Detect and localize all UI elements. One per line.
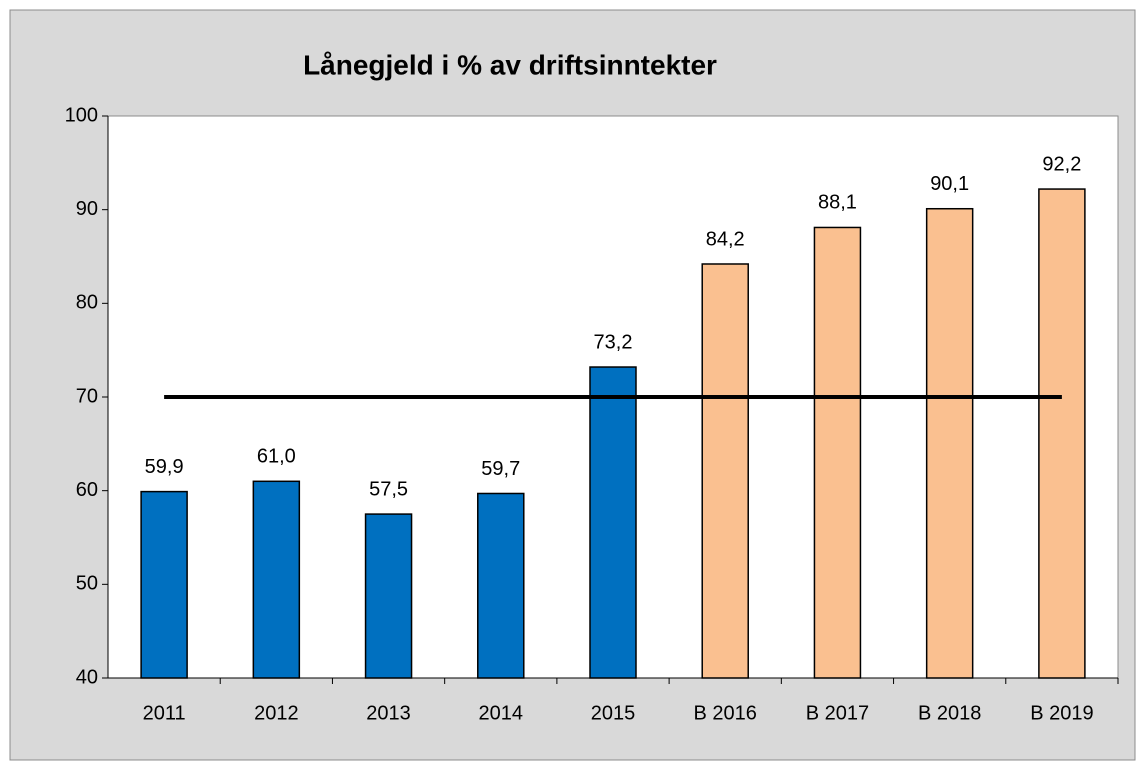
x-tick-label: 2011 [143,702,186,724]
bar [364,513,413,679]
bar [140,490,188,679]
y-tick-label: 40 [76,666,98,688]
bar [813,226,862,679]
bar [477,492,525,679]
x-tick-label: B 2016 [694,702,757,724]
bar [252,480,301,679]
y-tick-label: 90 [76,198,98,220]
x-tick-label: 2012 [254,702,299,724]
data-label: 59,7 [481,458,520,480]
data-label: 61,0 [257,446,296,468]
bar [701,263,749,679]
y-tick-label: 100 [65,104,98,126]
data-label: 57,5 [369,478,408,500]
y-tick-label: 70 [76,385,98,407]
x-tick-label: 2015 [591,702,636,724]
data-label: 84,2 [706,228,745,250]
y-tick-label: 80 [76,292,98,314]
bar [925,207,974,679]
x-tick-label: B 2017 [806,702,869,724]
data-label: 88,1 [818,192,857,214]
data-label: 73,2 [594,331,633,353]
x-tick-label: B 2018 [918,702,981,724]
data-label: 90,1 [930,173,969,195]
bar [589,366,637,679]
x-tick-label: 2013 [366,702,411,724]
data-label: 59,9 [145,456,184,478]
data-label: 92,2 [1042,153,1081,175]
bar [1038,188,1086,679]
x-tick-label: 2014 [479,702,524,724]
y-tick-label: 60 [76,479,98,501]
y-tick-label: 50 [76,573,98,595]
chart-title: Lånegjeld i % av driftsinntekter [303,49,717,80]
x-tick-label: B 2019 [1030,702,1093,724]
